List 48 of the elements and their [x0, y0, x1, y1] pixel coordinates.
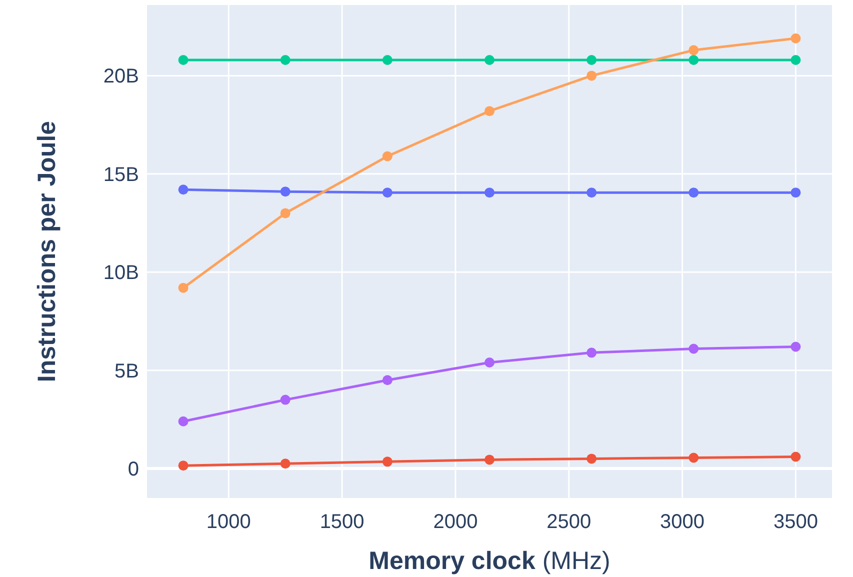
x-tick-label: 1500: [320, 511, 364, 533]
point: [484, 54, 494, 65]
x-tick-label: 1000: [206, 511, 251, 533]
x-tick-label: 3500: [773, 511, 818, 533]
point: [586, 454, 597, 464]
point: [688, 344, 699, 354]
y-tick-label: 15B: [103, 164, 139, 186]
point: [280, 208, 290, 218]
point: [382, 54, 392, 65]
point: [382, 151, 392, 162]
y-tick-label: 5B: [114, 360, 139, 382]
point: [586, 188, 597, 198]
point: [280, 458, 290, 469]
point: [688, 452, 699, 463]
x-tick-label: 2000: [433, 511, 478, 533]
point: [484, 357, 494, 368]
point: [382, 188, 392, 198]
x-axis-title: Memory clock (MHz): [368, 547, 610, 575]
y-tick-label: 0: [128, 458, 139, 481]
point: [178, 184, 188, 195]
point: [586, 348, 597, 358]
point: [586, 70, 597, 81]
point: [688, 54, 699, 65]
point: [280, 54, 290, 65]
point: [586, 54, 597, 65]
point: [688, 45, 699, 56]
point: [790, 33, 801, 44]
point: [688, 188, 699, 198]
y-tick-label: 20B: [103, 66, 139, 88]
y-tick-label: 10B: [103, 262, 139, 284]
point: [280, 186, 290, 197]
x-tick-label: 3000: [660, 511, 705, 533]
y-axis-title: Instructions per Joule: [33, 120, 61, 382]
point: [484, 188, 494, 198]
point: [178, 282, 188, 293]
point: [382, 456, 392, 467]
point: [790, 54, 801, 65]
point: [280, 394, 290, 405]
point: [484, 106, 494, 116]
point: [790, 342, 801, 352]
point: [382, 375, 392, 386]
x-tick-label: 2500: [546, 511, 592, 533]
point: [178, 54, 188, 65]
point: [790, 188, 801, 198]
point: [178, 416, 188, 426]
point: [790, 452, 801, 462]
point: [178, 460, 188, 471]
point: [484, 454, 494, 465]
